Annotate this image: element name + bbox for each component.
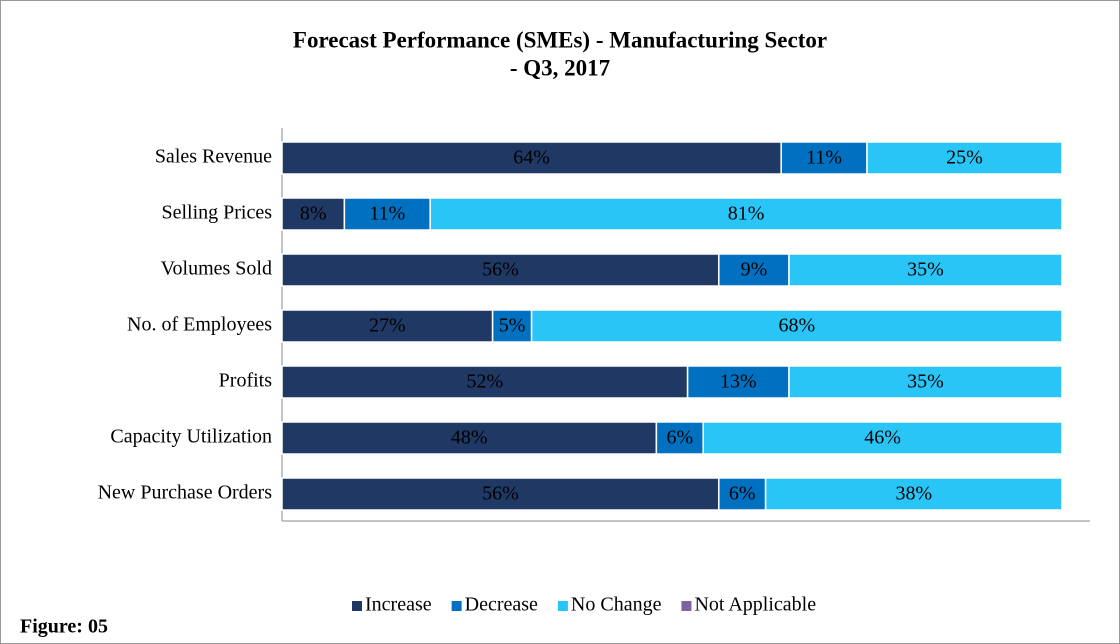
y-tick-label: Selling Prices — [161, 202, 272, 224]
data-label: 13% — [720, 371, 757, 393]
bar-segment — [281, 141, 782, 175]
bar-segment — [780, 141, 868, 175]
bar-segment — [788, 365, 1063, 399]
data-label: 64% — [513, 147, 550, 169]
legend-swatch — [557, 601, 568, 611]
data-label: 11% — [369, 203, 405, 225]
legend-label: Not Applicable — [694, 594, 816, 616]
y-tick-label: Capacity Utilization — [110, 426, 272, 448]
data-label: 11% — [806, 147, 842, 169]
y-tick-label: Sales Revenue — [155, 146, 272, 168]
data-label: 81% — [728, 203, 765, 225]
bar-segment — [343, 197, 431, 231]
chart-title: Forecast Performance (SMEs) - Manufactur… — [293, 27, 827, 52]
bar-segment — [530, 309, 1063, 343]
bar-segment — [281, 253, 720, 287]
bar-segment — [764, 477, 1063, 511]
bar-segment — [718, 253, 790, 287]
y-tick-label: New Purchase Orders — [98, 482, 273, 504]
data-label: 35% — [907, 259, 944, 281]
bar-segment — [718, 477, 767, 511]
legend-label: Increase — [365, 594, 432, 616]
bar-segment — [281, 477, 720, 511]
y-tick-label: Volumes Sold — [161, 258, 272, 280]
bar-segment — [281, 309, 494, 343]
data-label: 35% — [907, 371, 944, 393]
data-label: 8% — [300, 203, 327, 225]
bar-segment — [281, 421, 658, 455]
bar-segment — [702, 421, 1063, 455]
data-label: 6% — [729, 483, 756, 505]
y-tick-label: No. of Employees — [127, 314, 272, 336]
caption: Figure: 05 — [20, 616, 108, 638]
data-label: 56% — [482, 259, 519, 281]
legend-swatch — [681, 601, 692, 611]
legend-label: Decrease — [465, 594, 538, 616]
data-label: 25% — [946, 147, 983, 169]
bar-segment — [281, 365, 689, 399]
bar-segment — [866, 141, 1063, 175]
data-label: 5% — [499, 315, 526, 337]
legend-swatch — [451, 601, 462, 611]
legend-swatch — [352, 601, 362, 611]
data-label: 9% — [741, 259, 768, 281]
bar-segment — [686, 365, 790, 399]
data-label: 56% — [482, 483, 519, 505]
data-label: 52% — [466, 371, 503, 393]
bar-segment — [491, 309, 533, 343]
data-label: 48% — [451, 427, 488, 449]
data-label: 68% — [778, 315, 815, 337]
data-label: 46% — [864, 427, 901, 449]
legend-label: No Change — [571, 594, 662, 616]
data-label: 38% — [895, 483, 932, 505]
data-label: 6% — [666, 427, 693, 449]
y-tick-label: Profits — [219, 370, 273, 392]
bar-segment — [788, 253, 1063, 287]
bar-segment — [429, 197, 1063, 231]
chart-title: - Q3, 2017 — [510, 55, 610, 80]
data-label: 27% — [369, 315, 406, 337]
